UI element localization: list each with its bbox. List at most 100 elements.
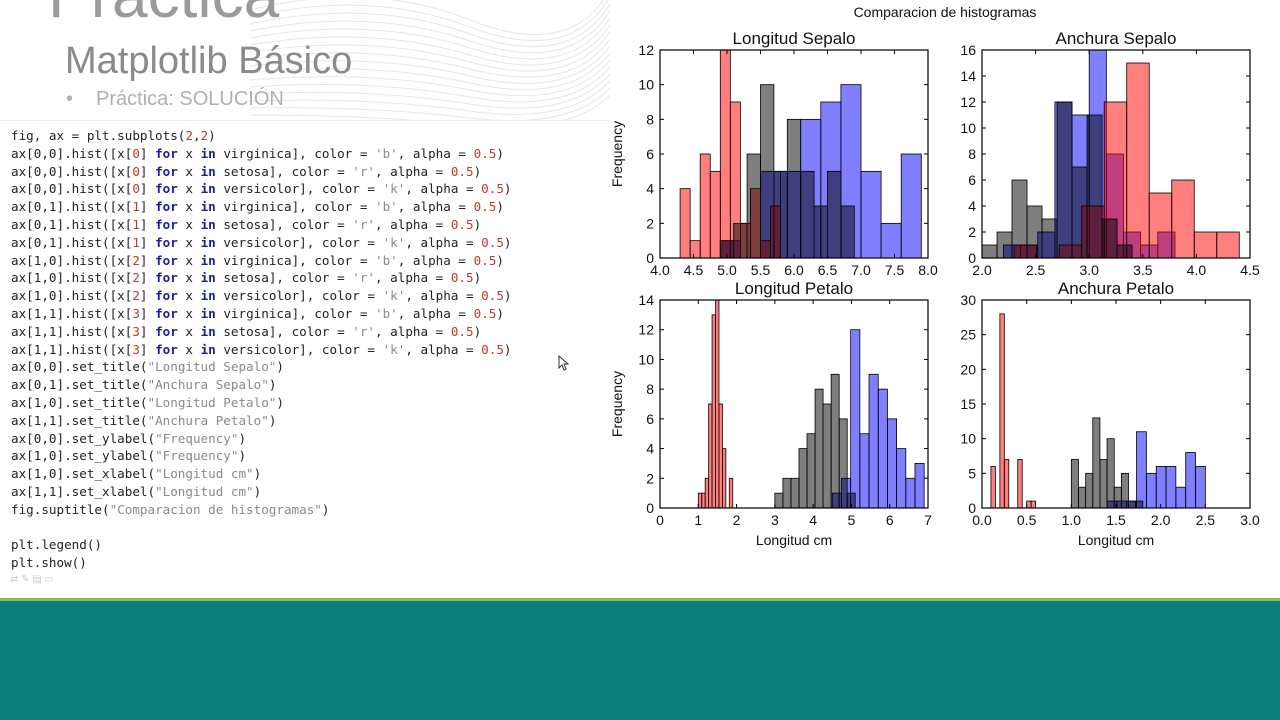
code-token: 0.5 bbox=[481, 234, 504, 250]
code-token: ax[0,1].hist([x[ bbox=[11, 234, 133, 250]
code-token: ax[0,1].set_title( bbox=[11, 377, 148, 393]
code-token: ] bbox=[139, 234, 156, 250]
histogram-bar bbox=[896, 448, 907, 509]
code-token: 2 bbox=[132, 252, 140, 268]
code-token: , alpha = bbox=[397, 306, 474, 321]
code-token: ) bbox=[473, 163, 482, 179]
code-token: versicolor], color = bbox=[215, 181, 383, 197]
code-token: ] bbox=[139, 217, 156, 232]
code-token: x bbox=[177, 306, 201, 321]
x-tick-label: 2.5 bbox=[1026, 262, 1046, 278]
code-token: ] bbox=[139, 181, 156, 197]
code-token: 1 bbox=[132, 199, 140, 215]
code-token: , bbox=[192, 128, 201, 143]
code-token: for bbox=[155, 288, 178, 304]
code-line: ax[1,0].set_xlabel("Longitud cm") bbox=[11, 465, 261, 483]
code-token: ax[1,0].hist([x[ bbox=[11, 252, 133, 268]
code-line: ax[0,0].set_title("Longitud Sepalo") bbox=[11, 358, 284, 376]
histogram-bar bbox=[905, 477, 916, 509]
code-token: virginica], color = bbox=[215, 306, 375, 321]
code-token: , alpha = bbox=[405, 234, 482, 250]
code-token: versicolor], color = bbox=[215, 288, 383, 304]
subplot-title: Anchura Petalo bbox=[1058, 279, 1174, 298]
code-token: ax[0,0].hist([x[ bbox=[11, 181, 133, 197]
code-token: x bbox=[177, 288, 201, 304]
code-block: fig, ax = plt.subplots(2,2) ax[0,0].hist(… bbox=[0, 120, 610, 581]
slide-subtitle: Matplotlib Básico bbox=[65, 40, 353, 82]
code-line: ax[0,0].hist([x[0] for x in virginica], … bbox=[11, 145, 504, 163]
y-tick-label: 0 bbox=[646, 500, 654, 516]
code-token: , alpha = bbox=[397, 145, 474, 161]
y-tick-label: 10 bbox=[960, 120, 976, 136]
histogram-bar bbox=[1030, 500, 1036, 509]
code-token: , alpha = bbox=[397, 252, 474, 268]
histogram-bar bbox=[1056, 101, 1073, 259]
code-token: ) bbox=[268, 377, 277, 393]
x-tick-label: 2 bbox=[733, 512, 741, 528]
code-line: ax[0,0].hist([x[0] for x in versicolor],… bbox=[11, 180, 512, 198]
code-token: 2 bbox=[200, 128, 209, 143]
slide-main-title: Práctica bbox=[48, 0, 279, 32]
code-token: setosa], color = bbox=[215, 163, 353, 179]
decorative-wave-line bbox=[250, 45, 610, 84]
code-token: 0 bbox=[132, 145, 140, 161]
y-axis-label: Frequency bbox=[610, 121, 625, 187]
code-line: ax[1,1].set_title("Anchura Petalo") bbox=[11, 412, 276, 430]
code-token: , alpha = bbox=[397, 199, 474, 215]
code-token: 'r' bbox=[352, 163, 375, 179]
histogram-bar bbox=[900, 153, 922, 259]
code-token: "Longitud Petalo" bbox=[147, 395, 277, 410]
y-tick-label: 2 bbox=[646, 470, 654, 486]
histogram-bar bbox=[1099, 459, 1108, 509]
code-token: ) bbox=[503, 341, 512, 357]
code-token: 2 bbox=[132, 270, 140, 286]
y-tick-label: 2 bbox=[646, 215, 654, 231]
x-tick-label: 2.0 bbox=[972, 262, 992, 278]
code-token: x bbox=[177, 270, 201, 286]
presentation-slide: Práctica Matplotlib Básico • Práctica: SO… bbox=[0, 0, 1280, 601]
code-token: in bbox=[200, 341, 216, 357]
code-token: 0.5 bbox=[473, 145, 497, 161]
code-token: "Longitud cm" bbox=[155, 484, 254, 499]
decorative-wave-line bbox=[250, 0, 609, 42]
x-tick-label: 4.5 bbox=[684, 262, 704, 278]
code-token: "Frequency" bbox=[155, 430, 239, 446]
histogram-bar bbox=[1003, 459, 1010, 509]
code-token: "Frequency" bbox=[155, 448, 239, 464]
code-token: , alpha = bbox=[375, 323, 451, 339]
code-token: , alpha = bbox=[375, 163, 451, 179]
x-tick-label: 5.5 bbox=[751, 262, 771, 278]
x-tick-label: 5.0 bbox=[717, 262, 737, 278]
x-tick-label: 0.0 bbox=[972, 512, 992, 528]
histogram-bar bbox=[1113, 486, 1122, 509]
code-line: ax[1,0].set_title("Longitud Petalo") bbox=[11, 394, 284, 412]
code-token: for bbox=[155, 199, 178, 215]
code-token: ax[0,0].set_title( bbox=[11, 359, 148, 375]
x-tick-label: 4.0 bbox=[650, 262, 670, 278]
code-token: ] bbox=[139, 341, 156, 357]
decorative-wave-line bbox=[250, 66, 610, 103]
code-line: ax[0,1].hist([x[1] for x in setosa], col… bbox=[11, 216, 481, 234]
code-token: ax[1,1].hist([x[ bbox=[11, 323, 133, 339]
decorative-wave-line bbox=[250, 31, 610, 72]
histogram-bar bbox=[880, 222, 902, 259]
y-axis-label: Frequency bbox=[610, 371, 625, 437]
decorative-wave-line bbox=[250, 73, 610, 109]
code-token: ) bbox=[238, 430, 247, 446]
histogram-bar bbox=[1070, 459, 1079, 509]
histogram-bar bbox=[719, 49, 731, 259]
code-token: "Comparacion de histogramas" bbox=[109, 501, 322, 517]
code-token: 0 bbox=[132, 181, 140, 197]
code-token: ax[0,1].hist([x[ bbox=[11, 217, 133, 232]
code-token: ] bbox=[139, 145, 156, 161]
decorative-wave-line bbox=[250, 10, 610, 54]
code-token: 1 bbox=[132, 234, 140, 250]
x-tick-label: 3.0 bbox=[1079, 262, 1099, 278]
histogram-bar bbox=[1106, 438, 1115, 509]
y-tick-label: 8 bbox=[968, 146, 976, 162]
y-tick-label: 15 bbox=[960, 396, 976, 412]
code-token: for bbox=[155, 145, 178, 161]
histogram-bar bbox=[1101, 218, 1118, 259]
code-token: ) bbox=[276, 359, 284, 375]
code-line: fig.suptitle("Comparacion de histogramas… bbox=[11, 501, 329, 519]
